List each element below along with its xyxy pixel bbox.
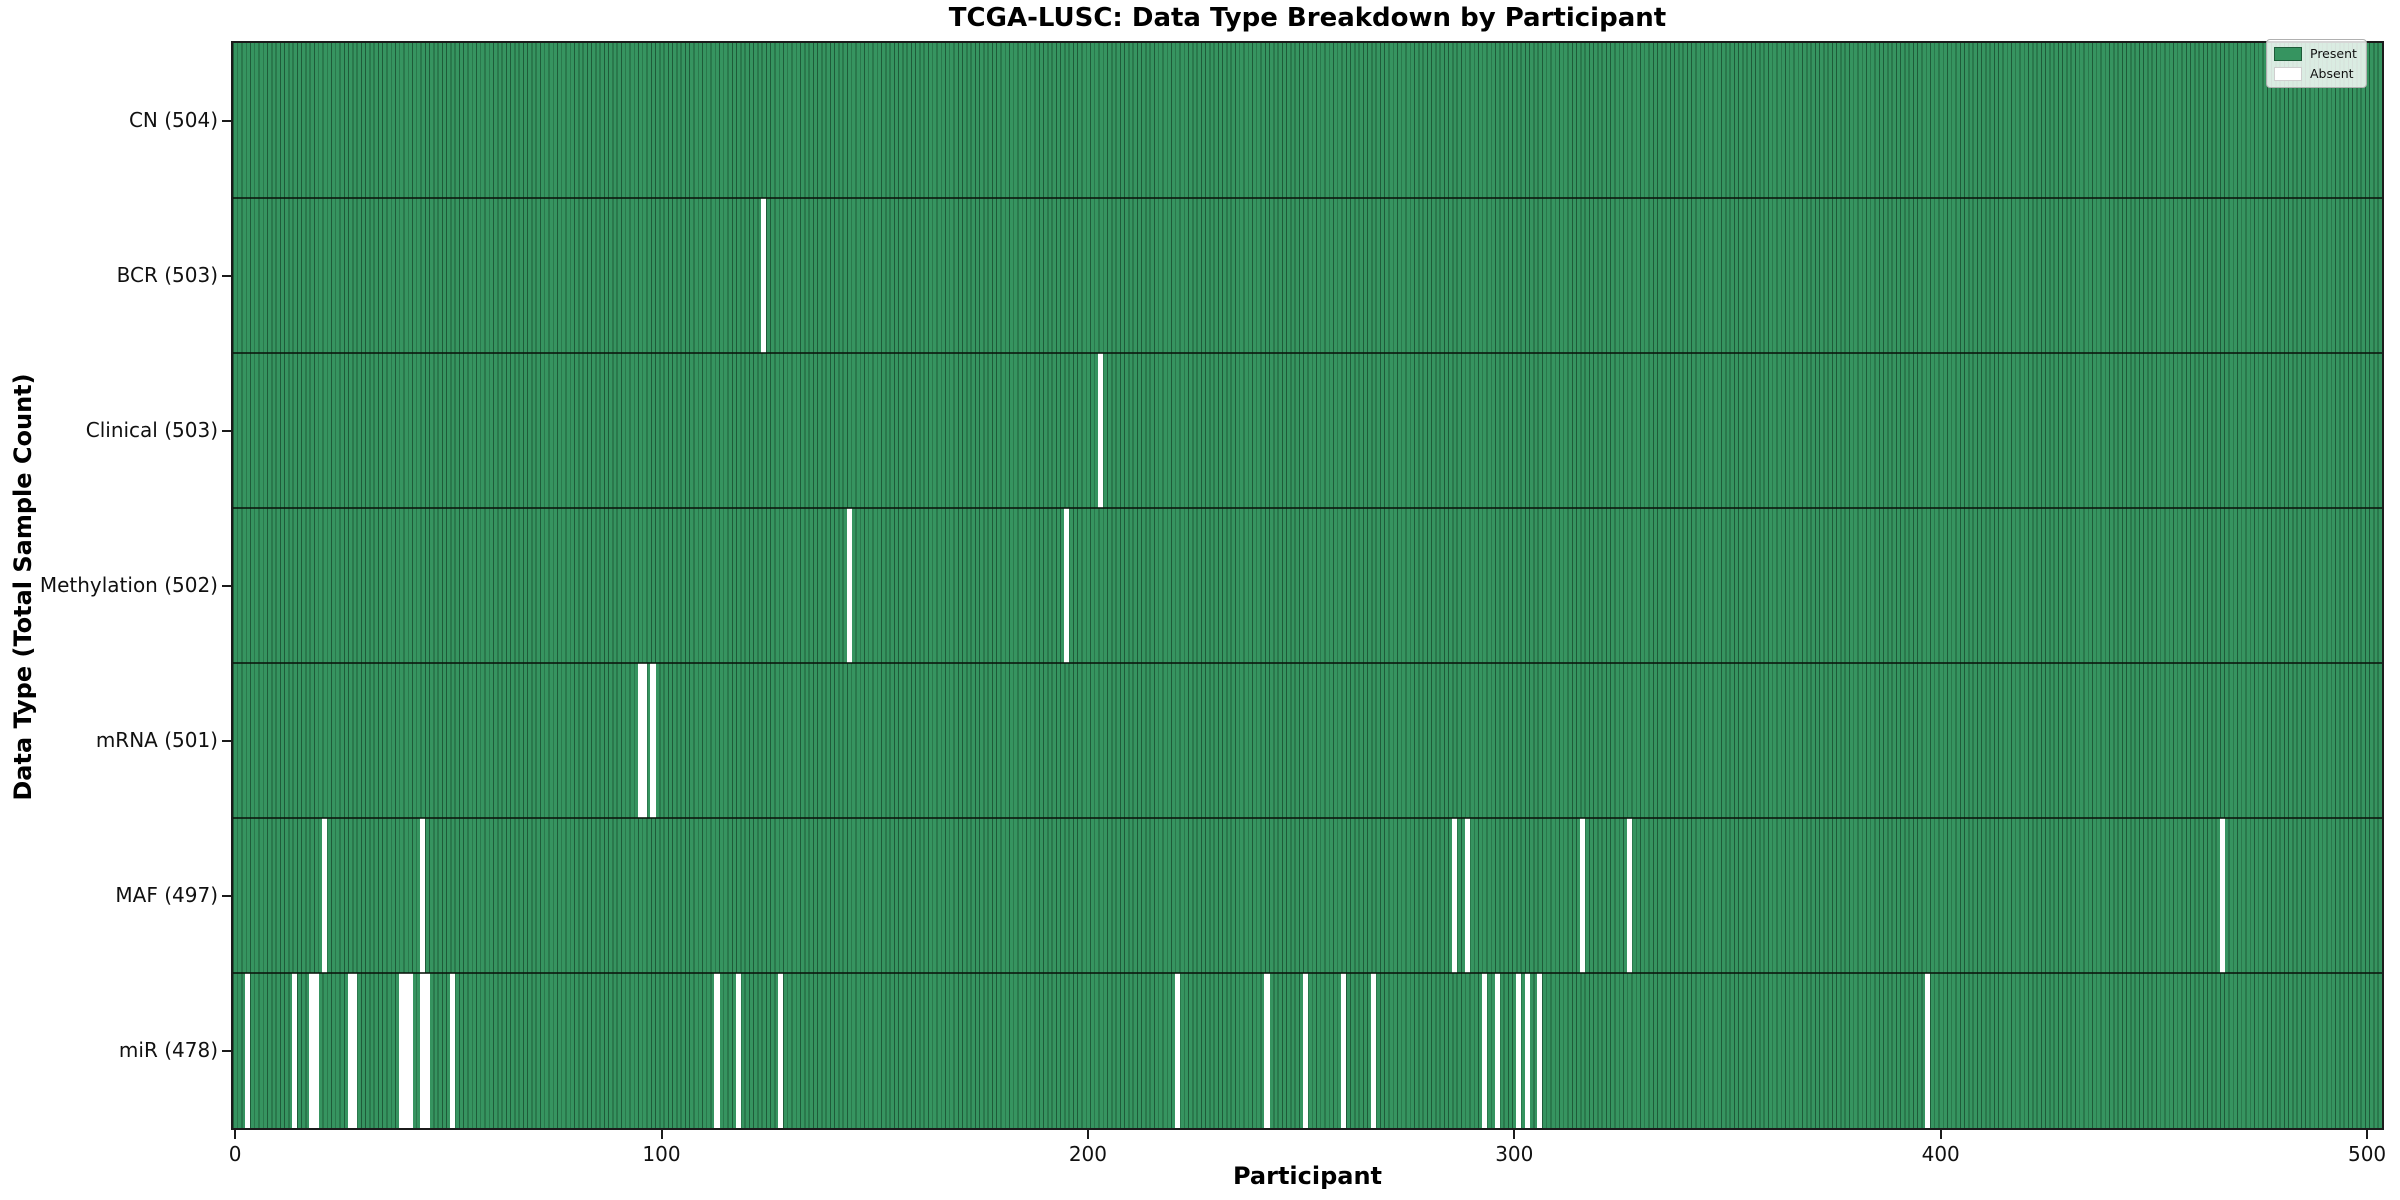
heatmap-row-bcr xyxy=(233,198,2382,353)
absent-mark-mir-260 xyxy=(1341,973,1347,1128)
absent-mark-mir-296 xyxy=(1494,973,1500,1128)
absent-mark-clinical-203 xyxy=(1098,353,1104,508)
absent-mark-maf-21 xyxy=(322,818,328,973)
x-tick-mark-400 xyxy=(1939,1130,1942,1139)
legend: Present Absent xyxy=(2266,39,2367,88)
absent-mark-mir-18 xyxy=(309,973,315,1128)
x-tick-mark-300 xyxy=(1513,1130,1516,1139)
row-divider xyxy=(233,352,2382,354)
absent-mark-bcr-124 xyxy=(761,198,767,353)
absent-swatch-icon xyxy=(2274,66,2302,81)
y-tick-mark-mir xyxy=(222,1049,231,1052)
y-tick-mark-clinical xyxy=(222,429,231,432)
y-tick-label-mir: miR (478) xyxy=(118,1037,218,1062)
y-tick-label-methylation: Methylation (502) xyxy=(39,572,218,597)
legend-label-present: Present xyxy=(2310,46,2357,61)
row-divider xyxy=(233,972,2382,974)
row-divider xyxy=(233,662,2382,664)
row-divider xyxy=(233,507,2382,509)
absent-mark-maf-466 xyxy=(2219,818,2225,973)
absent-mark-mir-301 xyxy=(1515,973,1522,1128)
y-tick-mark-maf xyxy=(222,894,231,897)
y-tick-mark-cn xyxy=(222,119,231,122)
heatmap-row-mrna xyxy=(233,663,2382,818)
y-tick-label-clinical: Clinical (503) xyxy=(85,417,218,442)
absent-mark-mir-14 xyxy=(292,973,298,1128)
x-tick-label-500: 500 xyxy=(2347,1142,2387,1166)
y-tick-label-cn: CN (504) xyxy=(128,107,218,132)
row-divider xyxy=(233,817,2382,819)
x-tick-label-100: 100 xyxy=(642,1142,681,1166)
absent-mark-mir-293 xyxy=(1481,973,1488,1128)
absent-mark-maf-316 xyxy=(1579,818,1586,973)
legend-item-absent: Absent xyxy=(2274,66,2357,81)
absent-mark-methylation-144 xyxy=(846,508,852,663)
y-tick-label-bcr: BCR (503) xyxy=(116,262,218,287)
absent-mark-mir-39 xyxy=(398,973,404,1128)
absent-mark-mir-41 xyxy=(407,973,413,1128)
heatmap-row-maf xyxy=(233,818,2382,973)
absent-mark-maf-44 xyxy=(420,818,426,973)
x-tick-mark-0 xyxy=(234,1130,237,1139)
absent-mark-mir-113 xyxy=(714,973,720,1128)
x-tick-label-0: 0 xyxy=(228,1142,242,1166)
plot-area xyxy=(231,41,2384,1130)
absent-mark-methylation-195 xyxy=(1064,508,1070,663)
absent-mark-mir-251 xyxy=(1302,973,1308,1128)
absent-mark-mir-118 xyxy=(735,973,741,1128)
x-tick-label-300: 300 xyxy=(1495,1142,1534,1166)
x-tick-mark-200 xyxy=(1086,1130,1089,1139)
y-tick-mark-mrna xyxy=(222,739,231,742)
absent-mark-mir-306 xyxy=(1537,973,1543,1128)
y-tick-mark-methylation xyxy=(222,584,231,587)
absent-mark-maf-286 xyxy=(1452,818,1458,973)
absent-mark-mir-3 xyxy=(245,973,251,1128)
x-tick-label-400: 400 xyxy=(1921,1142,1960,1166)
legend-label-absent: Absent xyxy=(2310,66,2354,81)
legend-item-present: Present xyxy=(2274,46,2357,61)
absent-mark-mir-28 xyxy=(351,973,358,1128)
absent-mark-mir-27 xyxy=(347,973,353,1128)
absent-mark-mrna-96 xyxy=(641,663,648,818)
absent-mark-maf-327 xyxy=(1626,818,1632,973)
absent-mark-mrna-98 xyxy=(650,663,656,818)
absent-mark-mir-19 xyxy=(313,973,319,1128)
y-tick-mark-bcr xyxy=(222,274,231,277)
absent-mark-mir-242 xyxy=(1264,973,1270,1128)
x-tick-label-200: 200 xyxy=(1068,1142,1107,1166)
absent-mark-maf-289 xyxy=(1464,818,1470,973)
heatmap-row-methylation xyxy=(233,508,2382,663)
absent-mark-mir-397 xyxy=(1925,973,1931,1128)
present-swatch-icon xyxy=(2274,46,2302,61)
row-divider xyxy=(233,197,2382,199)
x-tick-mark-100 xyxy=(660,1130,663,1139)
y-tick-label-mrna: mRNA (501) xyxy=(95,727,218,752)
heatmap-row-clinical xyxy=(233,353,2382,508)
absent-mark-mir-44 xyxy=(420,973,426,1128)
absent-mark-mir-221 xyxy=(1174,973,1181,1128)
absent-mark-mir-45 xyxy=(424,973,430,1128)
absent-mark-mir-267 xyxy=(1371,973,1377,1128)
absent-mark-mir-303 xyxy=(1524,973,1530,1128)
heatmap-row-mir xyxy=(233,973,2382,1128)
absent-mark-mir-40 xyxy=(403,973,409,1128)
x-axis-label: Participant xyxy=(1232,1162,1383,1190)
heatmap-row-cn xyxy=(233,43,2382,198)
absent-mark-mrna-95 xyxy=(637,663,643,818)
chart-title: TCGA-LUSC: Data Type Breakdown by Partic… xyxy=(948,3,1667,33)
absent-mark-mir-51 xyxy=(450,973,456,1128)
x-tick-mark-500 xyxy=(2366,1130,2369,1139)
y-tick-label-maf: MAF (497) xyxy=(115,882,218,907)
absent-mark-mir-128 xyxy=(778,973,784,1128)
